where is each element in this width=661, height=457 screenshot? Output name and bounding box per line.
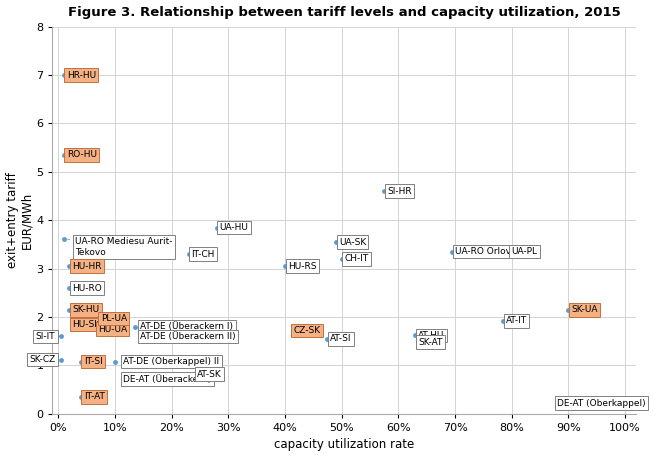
Text: HR-HU: HR-HU	[64, 70, 96, 80]
Text: HU-UA: HU-UA	[98, 324, 127, 334]
Text: SI-IT: SI-IT	[36, 332, 61, 341]
Text: SK-AT: SK-AT	[418, 338, 443, 347]
Text: RO-HU: RO-HU	[64, 150, 97, 159]
Text: UA-RO Mediesu Aurit-
Tekovo: UA-RO Mediesu Aurit- Tekovo	[67, 237, 173, 256]
Text: UA-PL: UA-PL	[509, 247, 537, 256]
Text: SK-UA: SK-UA	[568, 305, 598, 314]
Text: AT-DE (Überackern II): AT-DE (Überackern II)	[140, 332, 236, 341]
Text: CZ-SK: CZ-SK	[293, 326, 321, 335]
X-axis label: capacity utilization rate: capacity utilization rate	[274, 438, 414, 452]
Text: AT-SK: AT-SK	[194, 370, 222, 379]
Text: UA-RO Orlovka: UA-RO Orlovka	[452, 247, 522, 256]
Text: SI-HR: SI-HR	[384, 187, 412, 196]
Text: AT-SI: AT-SI	[327, 335, 352, 343]
Text: IT-AT: IT-AT	[81, 393, 104, 401]
Title: Figure 3. Relationship between tariff levels and capacity utilization, 2015: Figure 3. Relationship between tariff le…	[68, 5, 621, 19]
Text: DE-AT (Überackern): DE-AT (Überackern)	[124, 375, 212, 383]
Text: AT-HU: AT-HU	[415, 331, 445, 340]
Text: AT-DE (Oberkappel) II: AT-DE (Oberkappel) II	[118, 357, 219, 366]
Text: SK-CZ: SK-CZ	[29, 355, 61, 364]
Text: PL-UA: PL-UA	[100, 314, 127, 323]
Text: HU-SK: HU-SK	[72, 320, 100, 329]
Text: UA-SK: UA-SK	[336, 238, 366, 246]
Text: IT-SI: IT-SI	[81, 357, 102, 366]
Text: SK-HU: SK-HU	[69, 305, 99, 314]
Text: HU-HR: HU-HR	[69, 262, 102, 271]
Text: CH-IT: CH-IT	[342, 255, 369, 264]
Text: HU-RS: HU-RS	[285, 262, 316, 271]
Text: UA-HU: UA-HU	[217, 223, 249, 232]
Text: IT-CH: IT-CH	[188, 250, 215, 259]
Y-axis label: exit+entry tariff
EUR/MWh: exit+entry tariff EUR/MWh	[5, 172, 34, 268]
Text: AT-IT: AT-IT	[503, 316, 527, 325]
Text: AT-DE (Überackern I): AT-DE (Überackern I)	[135, 322, 233, 331]
Text: DE-AT (Oberkappel): DE-AT (Oberkappel)	[557, 399, 646, 408]
Text: HU-RO: HU-RO	[69, 283, 102, 292]
